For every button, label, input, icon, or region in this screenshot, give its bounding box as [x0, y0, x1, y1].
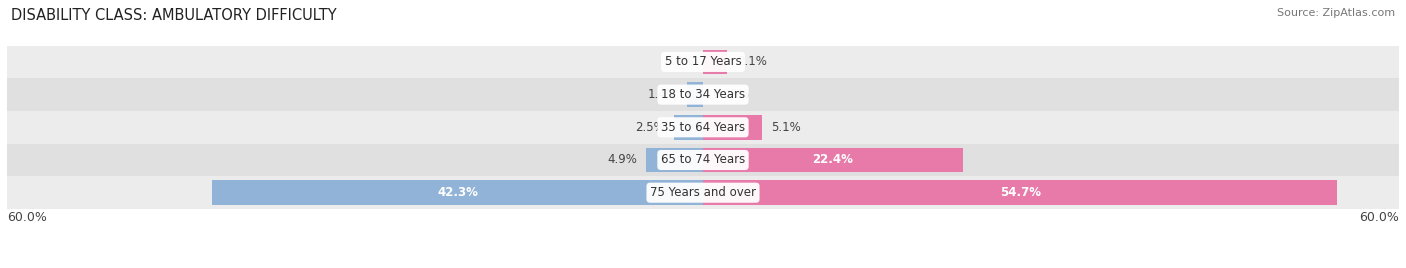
Text: 0.0%: 0.0% — [664, 55, 693, 68]
Text: 60.0%: 60.0% — [7, 211, 46, 224]
Bar — [212, 180, 703, 205]
Text: 1.4%: 1.4% — [648, 88, 678, 101]
Bar — [703, 180, 1337, 205]
Text: 22.4%: 22.4% — [813, 154, 853, 166]
Text: 75 Years and over: 75 Years and over — [650, 186, 756, 199]
Bar — [7, 144, 1399, 176]
Bar — [7, 176, 1399, 209]
Bar — [7, 78, 1399, 111]
Text: 60.0%: 60.0% — [1360, 211, 1399, 224]
Text: 65 to 74 Years: 65 to 74 Years — [661, 154, 745, 166]
Bar — [647, 148, 703, 172]
Bar — [703, 148, 963, 172]
Text: 2.1%: 2.1% — [737, 55, 766, 68]
Text: 42.3%: 42.3% — [437, 186, 478, 199]
Bar — [7, 111, 1399, 144]
Text: DISABILITY CLASS: AMBULATORY DIFFICULTY: DISABILITY CLASS: AMBULATORY DIFFICULTY — [11, 8, 337, 23]
Text: 2.5%: 2.5% — [636, 121, 665, 134]
Text: Source: ZipAtlas.com: Source: ZipAtlas.com — [1277, 8, 1395, 18]
Bar — [673, 115, 703, 140]
Text: 4.9%: 4.9% — [607, 154, 637, 166]
Legend: Male, Female: Male, Female — [638, 266, 768, 268]
Text: 18 to 34 Years: 18 to 34 Years — [661, 88, 745, 101]
Bar — [686, 82, 703, 107]
Bar — [703, 50, 727, 74]
Bar — [7, 46, 1399, 78]
Text: 5.1%: 5.1% — [772, 121, 801, 134]
Text: 54.7%: 54.7% — [1000, 186, 1040, 199]
Bar — [703, 115, 762, 140]
Text: 5 to 17 Years: 5 to 17 Years — [665, 55, 741, 68]
Text: 0.03%: 0.03% — [713, 88, 749, 101]
Text: 35 to 64 Years: 35 to 64 Years — [661, 121, 745, 134]
